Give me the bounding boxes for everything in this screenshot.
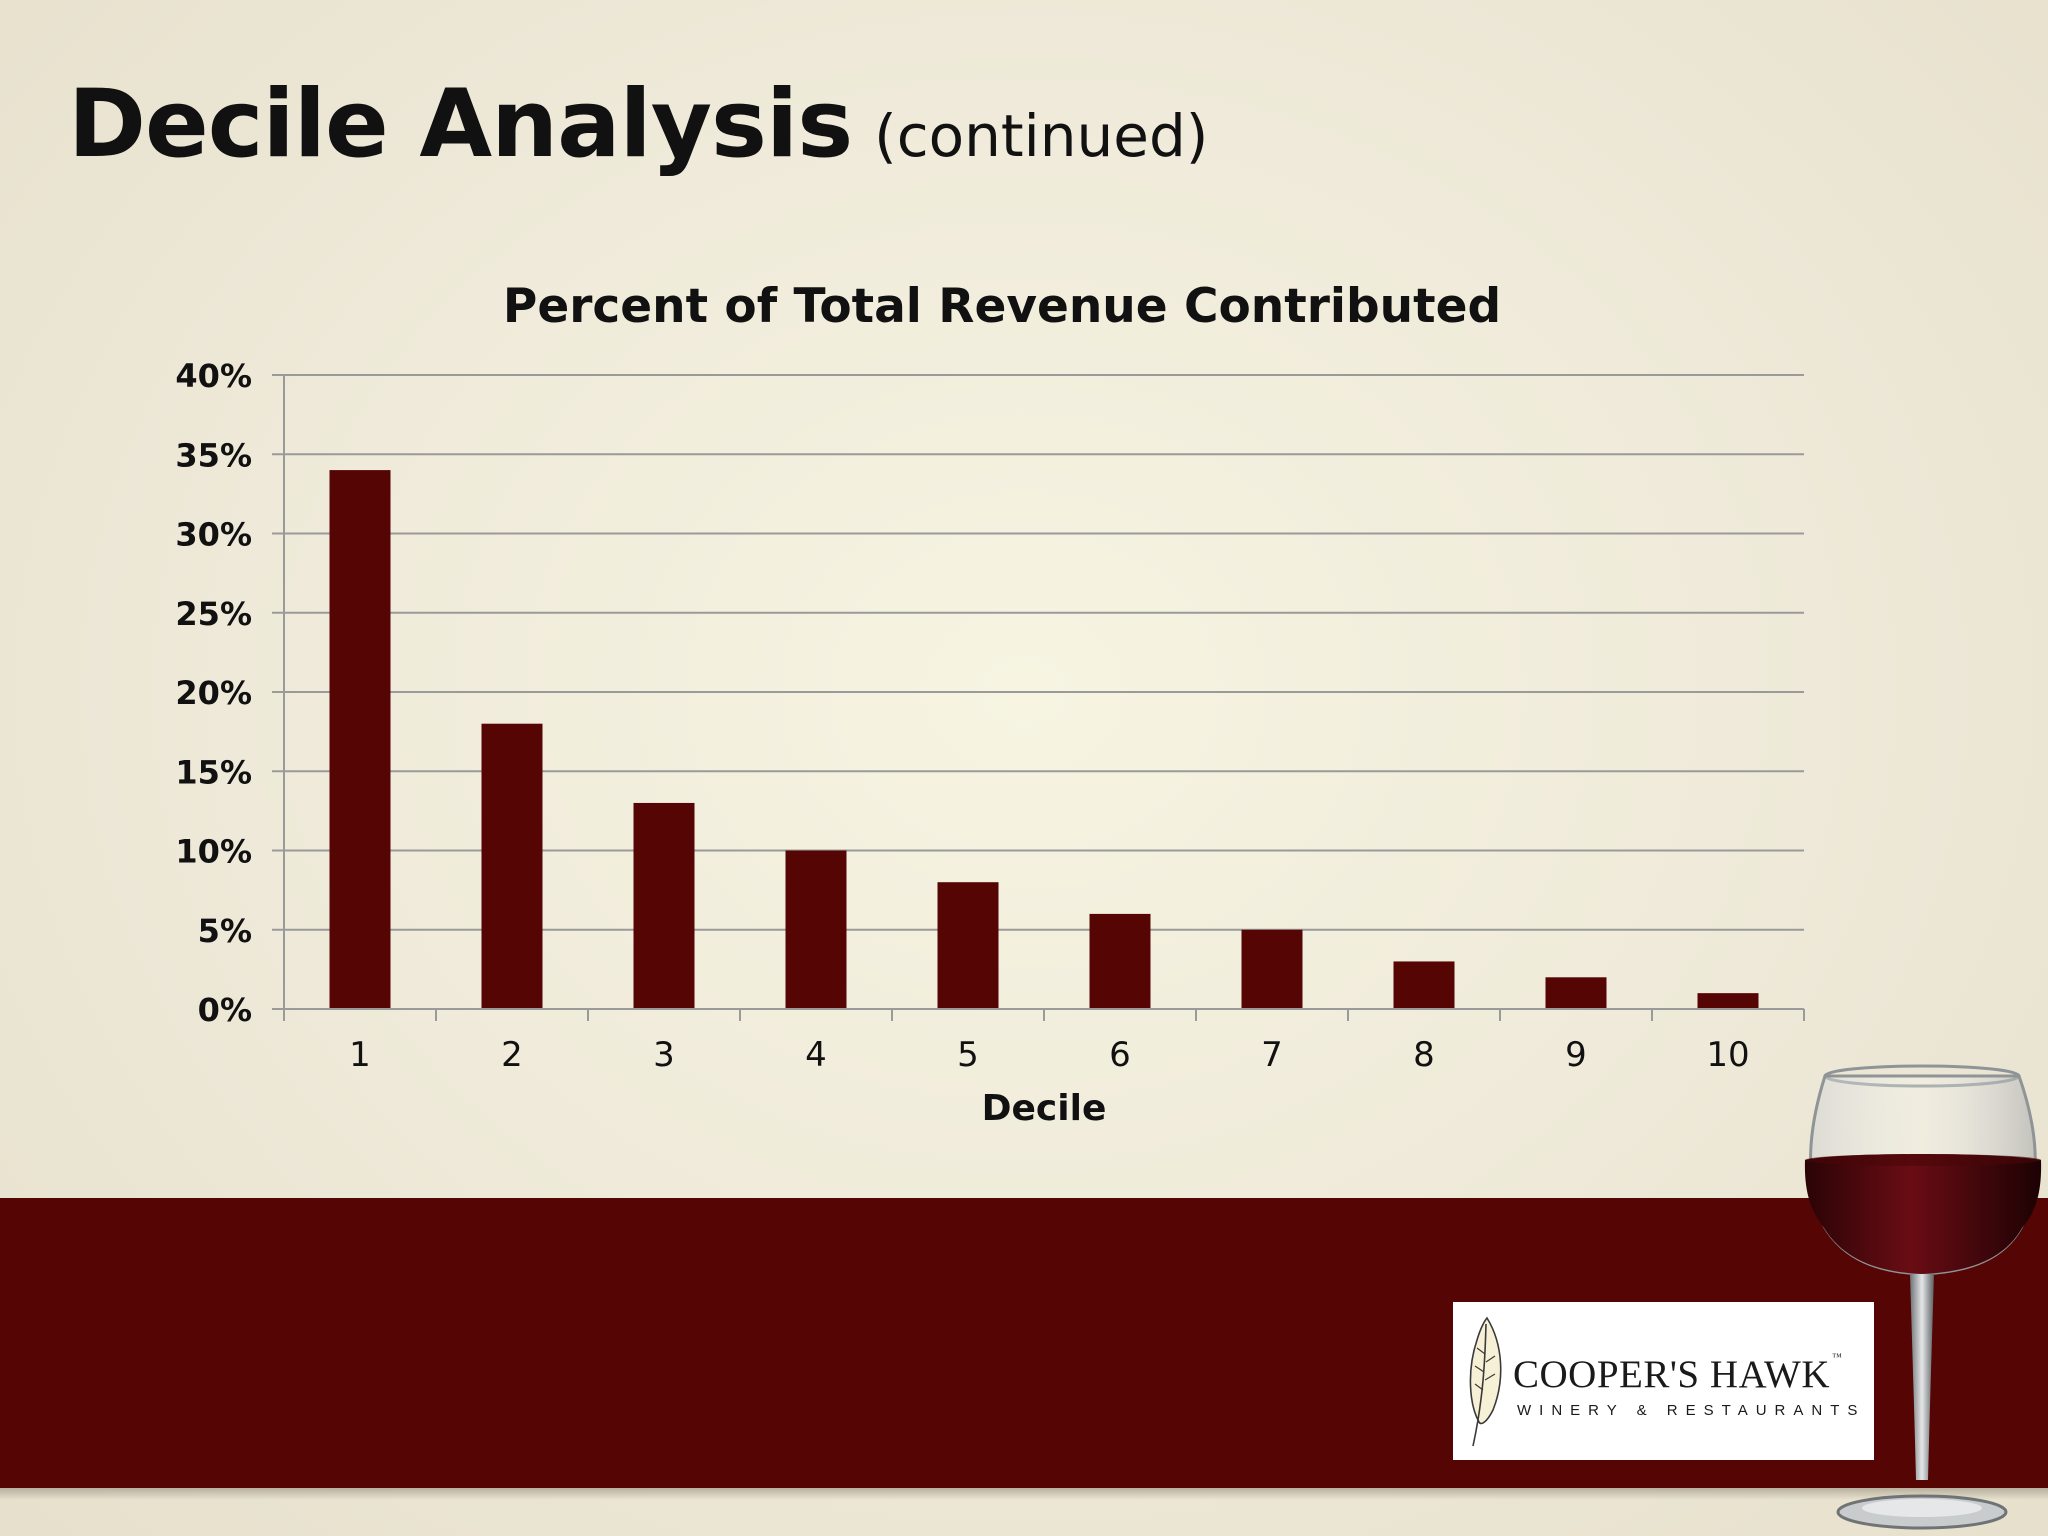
x-axis-ticks: 1 2 3 4 5 6 7 8 9 10 [349,1035,1749,1075]
title-subtitle: (continued) [874,102,1209,170]
x-tick-label: 9 [1565,1035,1587,1075]
logo-name-text: COOPER'S HAWK [1513,1353,1831,1396]
y-tick-label: 25% [175,595,252,633]
y-tick-label: 0% [198,991,252,1029]
x-tick-label: 7 [1261,1035,1283,1075]
x-tick-label: 10 [1706,1035,1749,1075]
x-tick-label: 3 [653,1035,675,1075]
feather-icon [1469,1316,1502,1447]
bar [1241,929,1303,1009]
title-main: Decile Analysis [68,70,853,179]
bar [1545,977,1607,1009]
logo-trademark: ™ [1832,1352,1843,1363]
coopers-hawk-logo: COOPER'S HAWK ™ WINERY & RESTAURANTS [1453,1302,1874,1460]
y-tick-label: 30% [175,516,252,554]
bar [1393,961,1455,1009]
slide-title: Decile Analysis (continued) [68,70,1208,179]
y-tick-label: 10% [175,833,252,871]
wine-glass-image [1804,1064,2042,1530]
y-tick-label: 20% [175,674,252,712]
bar [937,882,999,1009]
bar-chart: Percent of Total Revenue Contributed 0% 5… [175,279,1805,1129]
bar [1089,913,1151,1009]
bar [1697,993,1759,1009]
chart-title: Percent of Total Revenue Contributed [503,279,1501,334]
bar [481,723,543,1009]
x-tick-label: 8 [1413,1035,1435,1075]
footer-shadow [0,1488,2048,1500]
y-tick-label: 5% [198,912,252,950]
x-tick-label: 4 [805,1035,827,1075]
axes [272,374,1805,1021]
x-axis-label: Decile [982,1088,1107,1129]
bar [785,850,847,1009]
bars [329,470,1759,1010]
y-tick-label: 40% [175,357,252,395]
y-tick-label: 15% [175,753,252,791]
bar [329,470,391,1010]
gridlines [284,374,1804,931]
logo-name: COOPER'S HAWK ™ [1513,1352,1842,1397]
x-tick-label: 1 [349,1035,371,1075]
bar [633,802,695,1009]
logo-tagline: WINERY & RESTAURANTS [1517,1402,1866,1419]
y-axis-ticks: 0% 5% 10% 15% 20% 25% 30% 35% 40% [175,357,252,1029]
x-tick-label: 2 [501,1035,523,1075]
x-tick-label: 5 [957,1035,979,1075]
x-tick-label: 6 [1109,1035,1131,1075]
y-tick-label: 35% [175,436,252,474]
